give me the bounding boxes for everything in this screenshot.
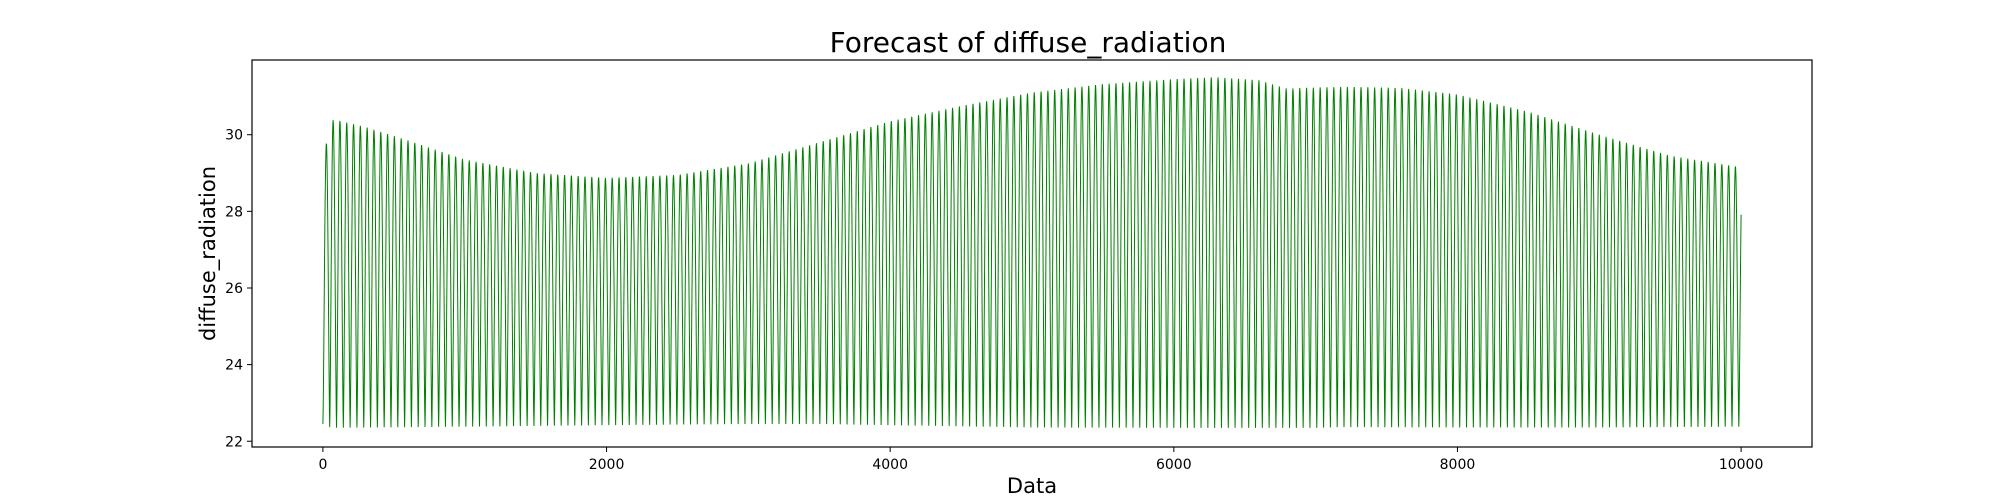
x-tick-label: 8000: [1440, 457, 1476, 473]
y-tick-label: 28: [225, 204, 243, 220]
y-axis: 22 24 26 28 30: [225, 128, 252, 450]
x-tick-label: 4000: [872, 457, 908, 473]
series-line-1: [322, 77, 1742, 428]
y-axis-label: diffuse_radiation: [196, 166, 221, 341]
x-tick-label: 2000: [589, 457, 625, 473]
x-tick-label: 6000: [1156, 457, 1192, 473]
axes-frame: [251, 59, 1813, 448]
y-tick-label: 24: [225, 358, 243, 374]
x-tick-label: 0: [318, 457, 327, 473]
y-tick-label: 30: [225, 128, 243, 144]
chart-title: Forecast of diffuse_radiation: [830, 26, 1227, 59]
plot-area: [322, 77, 1742, 428]
y-tick-label: 26: [225, 281, 243, 297]
x-axis: 0 2000 4000 6000 8000 10000: [318, 447, 1763, 473]
x-tick-label: 10000: [1719, 457, 1764, 473]
x-axis-label: Data: [1007, 474, 1057, 498]
y-tick-label: 22: [225, 434, 243, 450]
